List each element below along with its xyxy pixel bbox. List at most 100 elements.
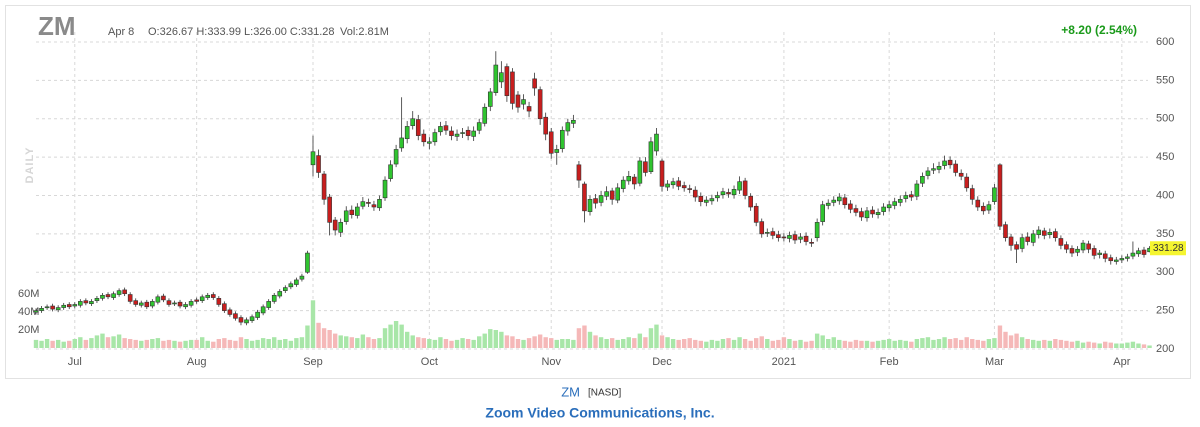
volume-bar — [637, 333, 643, 348]
x-tick-label: Jul — [68, 356, 82, 368]
candle-body — [798, 236, 803, 240]
candle-body — [510, 71, 515, 104]
volume-bar — [39, 340, 44, 348]
volume-bar — [521, 339, 526, 348]
candle-body — [194, 299, 199, 302]
volume-bar — [676, 339, 681, 348]
candle-body — [1136, 250, 1141, 255]
volume-bar — [399, 324, 404, 348]
volume-bar — [188, 339, 194, 348]
candle-body — [127, 294, 133, 302]
candle-body — [493, 64, 499, 93]
volume-bar — [1008, 335, 1014, 348]
footer-company[interactable]: Zoom Video Communications, Inc. — [485, 405, 714, 421]
volume-bar — [338, 335, 343, 348]
candle-body — [931, 168, 936, 171]
volume-bar — [914, 339, 920, 348]
candle-body — [676, 180, 681, 187]
volume-bar — [1080, 342, 1086, 348]
footer-exchange: [NASD] — [588, 388, 622, 399]
volume-bar — [654, 324, 659, 348]
candle-body — [859, 211, 864, 218]
candle-body — [909, 194, 914, 198]
volume-bar — [1125, 342, 1130, 348]
volume-bar — [111, 336, 116, 348]
volume-bar — [349, 337, 354, 348]
candle-body — [89, 301, 94, 305]
volume-bar — [105, 337, 111, 348]
volume-bar — [310, 300, 316, 348]
volume-bar — [526, 338, 532, 348]
candle-body — [100, 294, 105, 299]
volume-bar — [1014, 333, 1019, 348]
candle-body — [892, 201, 898, 206]
volume-bar — [1003, 331, 1008, 348]
volume-bar — [33, 339, 39, 348]
candle-body — [781, 236, 787, 239]
candle-body — [548, 131, 554, 154]
candle-body — [947, 159, 953, 166]
y2-tick-label: 60M — [18, 288, 39, 300]
volume-bar — [1042, 339, 1047, 348]
candle-body — [848, 203, 853, 210]
volume-bar — [499, 331, 504, 348]
volume-bar — [709, 339, 715, 348]
candle-body — [582, 183, 587, 212]
candle-body — [205, 294, 211, 298]
volume-bar — [283, 339, 288, 348]
volume-bar — [1086, 341, 1091, 348]
volume-bar — [1025, 339, 1030, 348]
volume-bar — [344, 336, 349, 348]
candle-body — [266, 301, 271, 308]
volume-bar — [1136, 343, 1141, 348]
volume-bar — [953, 338, 958, 348]
y-tick-label: 400 — [1156, 189, 1174, 201]
volume-bar — [255, 339, 260, 348]
x-tick-label: Mar — [985, 356, 1004, 368]
candle-body — [969, 188, 975, 200]
volume-bar — [416, 337, 421, 348]
candle-body — [1130, 252, 1136, 257]
candle-body — [1036, 229, 1042, 235]
volume-bar — [958, 339, 964, 348]
candle-body — [958, 172, 964, 177]
candle-body — [244, 319, 249, 324]
volume-bar — [277, 339, 282, 348]
candle-body — [626, 176, 632, 182]
volume-bar — [903, 340, 908, 348]
candle-body — [161, 295, 166, 301]
candle-body — [1053, 231, 1058, 239]
volume-bar — [892, 340, 897, 348]
candle-body — [1003, 224, 1008, 239]
candle-body — [559, 129, 565, 149]
volume-bar — [94, 335, 100, 348]
volume-bar — [1114, 343, 1119, 348]
x-tick-label: Feb — [880, 356, 899, 368]
volume-bar — [194, 339, 199, 348]
volume-bar — [166, 339, 172, 348]
candle-body — [964, 176, 970, 189]
volume-bar — [604, 339, 609, 348]
candle-body — [282, 287, 288, 291]
candle-body — [1047, 232, 1053, 235]
candle-body — [831, 199, 837, 203]
candle-body — [748, 195, 753, 208]
candle-body — [1141, 249, 1147, 255]
footer-symbol[interactable]: ZM — [561, 384, 580, 399]
candle-body — [1091, 248, 1097, 256]
candle-body — [78, 301, 83, 306]
candle-body — [820, 204, 825, 222]
volume-bar — [826, 339, 831, 348]
volume-bar — [560, 339, 565, 348]
volume-bar — [89, 338, 94, 348]
candle-body — [875, 212, 881, 215]
candle-body — [709, 198, 715, 202]
candle-body — [499, 72, 504, 83]
volume-bar — [853, 339, 859, 348]
volume-bar — [321, 328, 327, 348]
candle-body — [515, 94, 521, 108]
volume-bar — [776, 339, 781, 348]
candle-body — [321, 173, 327, 200]
candle-body — [836, 196, 842, 202]
candle-body — [249, 316, 255, 321]
